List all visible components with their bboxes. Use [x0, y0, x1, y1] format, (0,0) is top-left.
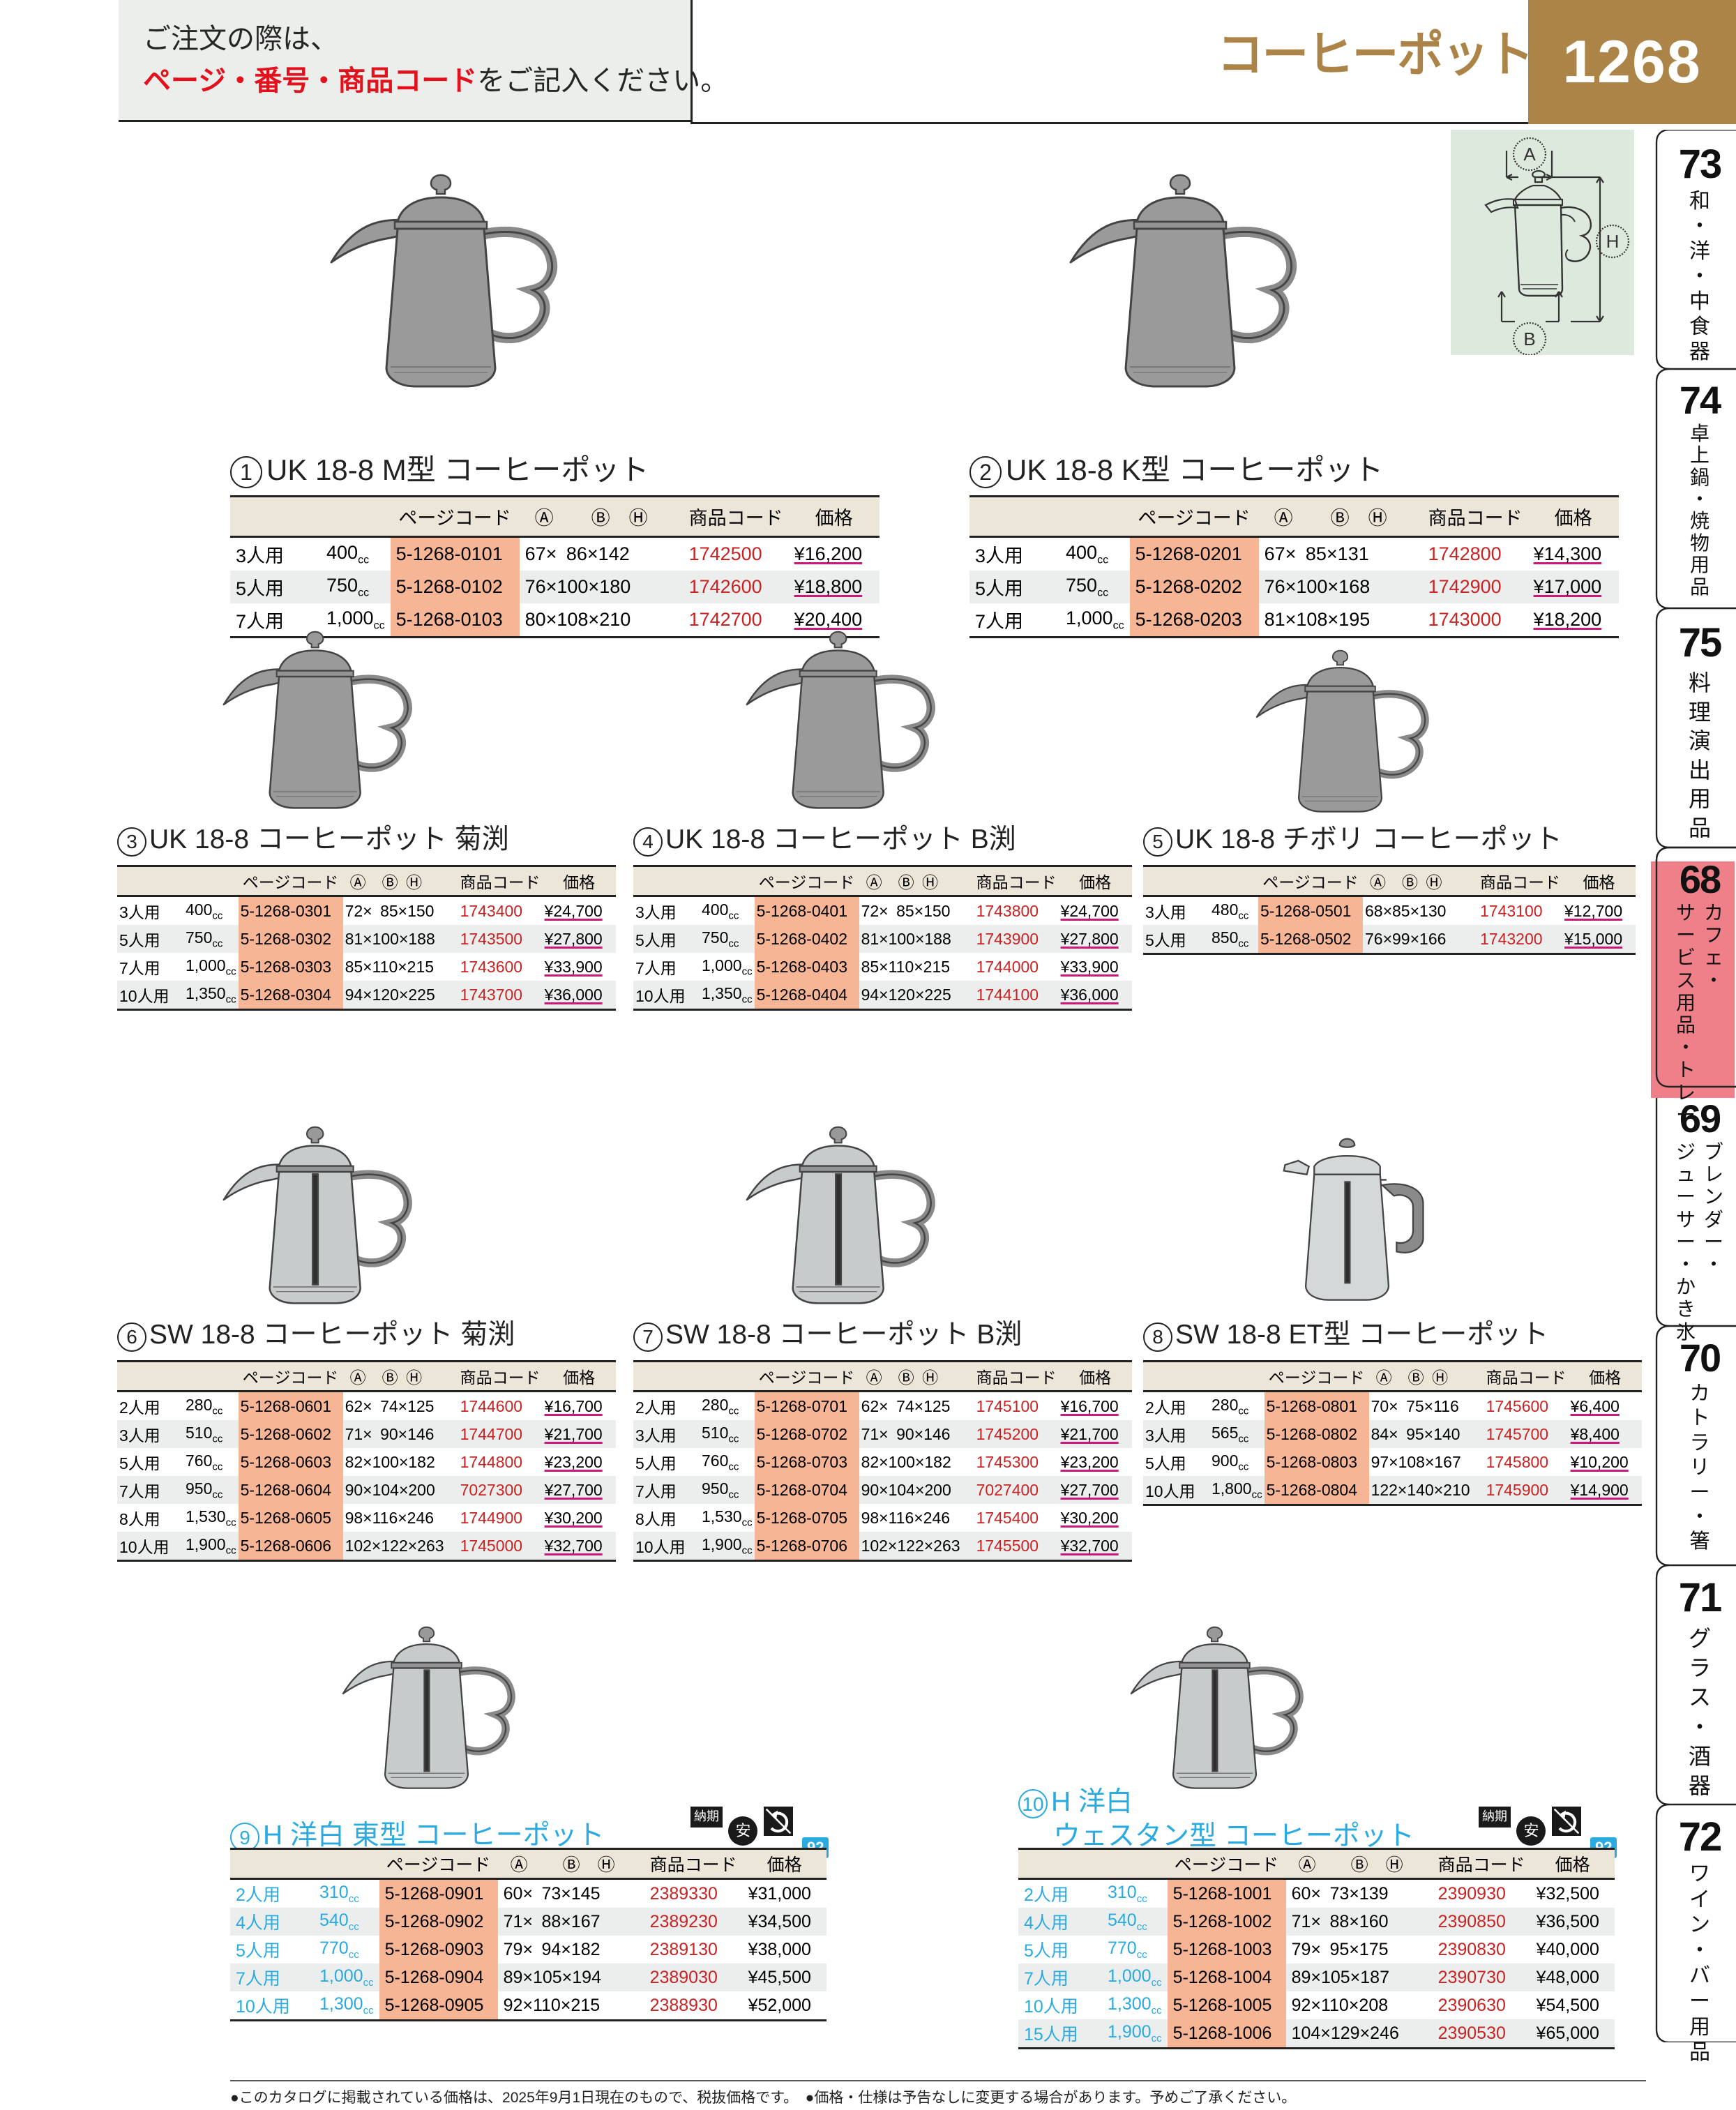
svg-text:B: B [1523, 329, 1535, 349]
svg-text:H: H [1606, 231, 1620, 252]
svg-text:A: A [1523, 144, 1536, 165]
